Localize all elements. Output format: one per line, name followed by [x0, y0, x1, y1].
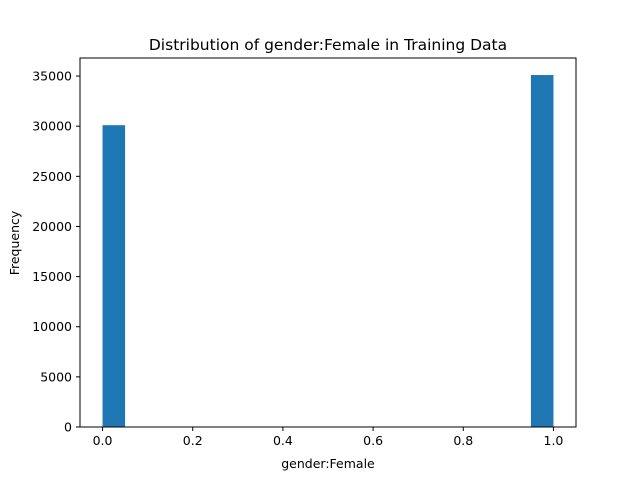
x-tick-label: 1.0: [544, 433, 564, 448]
y-tick-label: 5000: [40, 369, 72, 384]
y-tick-label: 0: [64, 420, 72, 435]
x-tick-label: 0.2: [183, 433, 203, 448]
x-tick-label: 0.8: [453, 433, 473, 448]
plot-frame: [79, 57, 577, 428]
bars-group: [102, 75, 554, 427]
x-axis-label: gender:Female: [281, 456, 375, 471]
histogram-bar-0: [102, 125, 126, 427]
x-axis-ticks: 0.0 0.2 0.4 0.6 0.8 1.0: [93, 427, 564, 448]
y-tick-label: 25000: [32, 169, 72, 184]
y-tick-label: 30000: [32, 119, 72, 134]
y-tick-label: 15000: [32, 269, 72, 284]
y-axis-label: Frequency: [7, 210, 22, 275]
x-tick-label: 0.4: [273, 433, 293, 448]
y-tick-label: 35000: [32, 69, 72, 84]
chart-title: Distribution of gender:Female in Trainin…: [149, 36, 507, 54]
y-tick-label: 20000: [32, 219, 72, 234]
x-tick-label: 0.0: [93, 433, 113, 448]
histogram-bar-1: [530, 75, 554, 427]
x-tick-label: 0.6: [363, 433, 383, 448]
y-tick-label: 10000: [32, 319, 72, 334]
y-axis-ticks: 0 5000 10000 15000 20000 25000 30000 35000: [32, 69, 80, 435]
